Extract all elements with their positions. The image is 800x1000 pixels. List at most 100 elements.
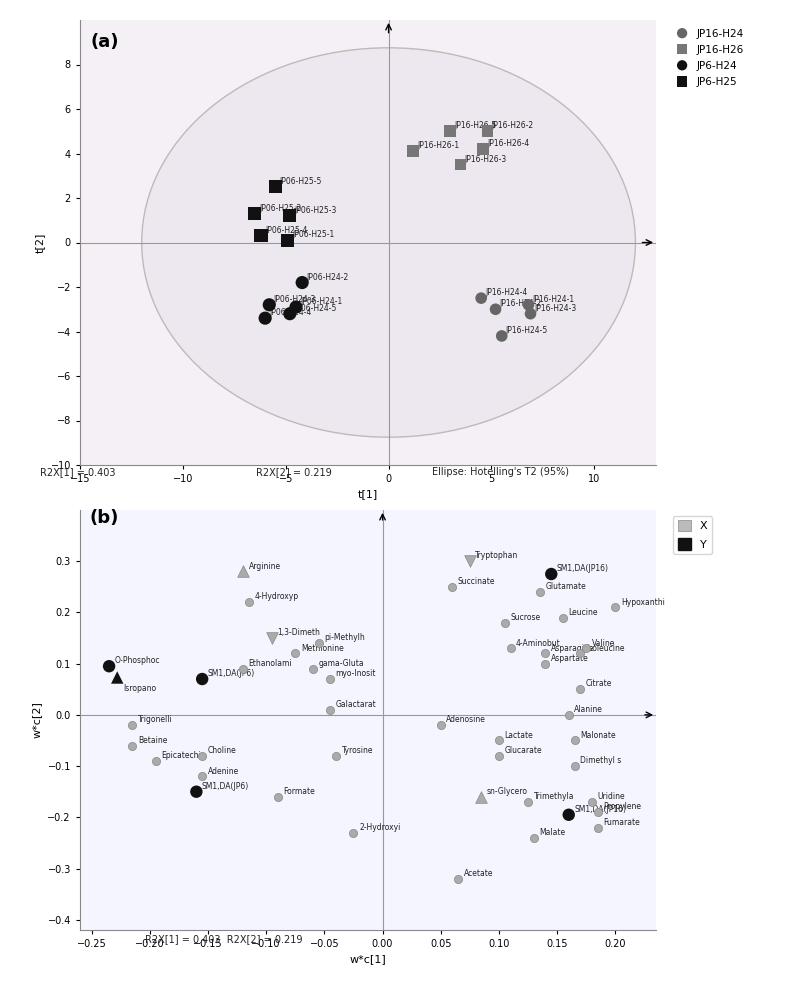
- Point: [452, 871, 465, 887]
- Text: Alanine: Alanine: [574, 705, 603, 714]
- Text: pi-Methylh: pi-Methylh: [324, 633, 365, 642]
- Point: [324, 671, 337, 687]
- Point: [534, 584, 546, 600]
- Point: [562, 807, 575, 823]
- Point: [269, 179, 282, 195]
- Point: [324, 702, 337, 718]
- Point: [196, 671, 209, 687]
- Point: [249, 206, 262, 222]
- Text: Adenine: Adenine: [208, 767, 239, 776]
- Point: [444, 123, 457, 139]
- Point: [407, 143, 420, 159]
- Point: [111, 669, 124, 685]
- Point: [474, 290, 487, 306]
- Text: Sucrose: Sucrose: [510, 613, 541, 622]
- Point: [574, 681, 586, 697]
- Point: [495, 328, 508, 344]
- Point: [289, 645, 302, 661]
- Text: JP16-H26-2: JP16-H26-2: [491, 121, 534, 130]
- Ellipse shape: [142, 48, 635, 437]
- Text: JP16-H26-5: JP16-H26-5: [454, 121, 497, 130]
- Text: Glucarate: Glucarate: [505, 746, 542, 755]
- Text: SM1,DA(JP16): SM1,DA(JP16): [557, 564, 609, 573]
- Point: [126, 738, 138, 754]
- Text: Citrate: Citrate: [586, 679, 612, 688]
- Point: [522, 297, 535, 313]
- Point: [562, 707, 575, 723]
- Text: JP06-H24-2: JP06-H24-2: [306, 273, 349, 282]
- Text: O-Phosphoc: O-Phosphoc: [114, 656, 160, 665]
- Point: [477, 141, 490, 157]
- Text: JP06-H25-2: JP06-H25-2: [259, 204, 302, 213]
- Point: [454, 157, 467, 173]
- Text: Ellipse: Hotelling's T2 (95%): Ellipse: Hotelling's T2 (95%): [432, 467, 569, 477]
- Text: Lactate: Lactate: [505, 731, 534, 740]
- Point: [493, 748, 506, 764]
- Text: Betaine: Betaine: [138, 736, 167, 745]
- Point: [539, 656, 552, 672]
- Text: JP16-H24-1: JP16-H24-1: [533, 295, 574, 304]
- Text: 1,3-Dimeth: 1,3-Dimeth: [278, 628, 321, 637]
- Text: Isoleucine: Isoleucine: [586, 644, 625, 653]
- Point: [539, 645, 552, 661]
- Legend: JP16-H24, JP16-H26, JP6-H24, JP6-H25: JP16-H24, JP16-H26, JP6-H24, JP6-H25: [673, 25, 747, 91]
- Text: Succinate: Succinate: [458, 577, 495, 586]
- Text: Glutamate: Glutamate: [545, 582, 586, 591]
- Text: Tyrosine: Tyrosine: [342, 746, 373, 755]
- Text: R2X[1] = 0.403  R2X[2] = 0.219: R2X[1] = 0.403 R2X[2] = 0.219: [146, 934, 302, 944]
- Text: SM1,DA(JP16): SM1,DA(JP16): [574, 805, 626, 814]
- Y-axis label: w*c[2]: w*c[2]: [32, 702, 42, 738]
- Text: JP16-H24-2: JP16-H24-2: [500, 299, 542, 308]
- Text: JP06-H25-4: JP06-H25-4: [265, 226, 307, 235]
- Point: [150, 753, 162, 769]
- Text: Fumarate: Fumarate: [603, 818, 640, 827]
- Text: JP06-H24-3: JP06-H24-3: [274, 295, 316, 304]
- Text: sn-Glycero: sn-Glycero: [487, 787, 528, 796]
- Text: Epicatechi: Epicatechi: [161, 751, 201, 760]
- Text: R2X[2] = 0.219: R2X[2] = 0.219: [256, 467, 332, 477]
- Text: Asparagine: Asparagine: [551, 644, 594, 653]
- Point: [568, 758, 581, 774]
- Point: [446, 579, 458, 595]
- Point: [290, 299, 302, 315]
- Point: [586, 794, 598, 810]
- Point: [434, 717, 447, 733]
- Text: Ethanolami: Ethanolami: [249, 659, 292, 668]
- Text: JP16-H26-3: JP16-H26-3: [465, 155, 507, 164]
- Text: Aspartate: Aspartate: [551, 654, 589, 663]
- Text: Formate: Formate: [283, 787, 315, 796]
- Text: 4-Hydroxyp: 4-Hydroxyp: [254, 592, 298, 601]
- Text: JP06-H24-4: JP06-H24-4: [270, 308, 312, 317]
- Text: JP06-H25-3: JP06-H25-3: [294, 206, 336, 215]
- Text: Leucine: Leucine: [569, 608, 598, 617]
- Point: [237, 563, 250, 579]
- Point: [524, 306, 537, 322]
- Text: Malate: Malate: [539, 828, 566, 837]
- Text: Malonate: Malonate: [580, 731, 616, 740]
- X-axis label: w*c[1]: w*c[1]: [350, 955, 386, 965]
- Text: Uridine: Uridine: [598, 792, 625, 801]
- Text: JP16-H24-3: JP16-H24-3: [534, 304, 577, 313]
- Point: [609, 599, 622, 615]
- Text: Trimethyla: Trimethyla: [534, 792, 574, 801]
- Text: Dimethyl s: Dimethyl s: [580, 756, 622, 765]
- Point: [545, 566, 558, 582]
- Point: [330, 748, 342, 764]
- Text: myo-Inosit: myo-Inosit: [336, 669, 376, 678]
- Text: JP16-H24-5: JP16-H24-5: [506, 326, 548, 335]
- Text: Tryptophan: Tryptophan: [475, 551, 518, 560]
- Text: JP06-H24-5: JP06-H24-5: [294, 304, 336, 313]
- Text: JP16-H26-4: JP16-H26-4: [487, 139, 530, 148]
- Point: [196, 748, 209, 764]
- Point: [283, 208, 296, 224]
- Point: [283, 306, 296, 322]
- Text: (a): (a): [90, 33, 118, 51]
- Text: Trigonelli: Trigonelli: [138, 715, 173, 724]
- Text: Propylene: Propylene: [603, 802, 642, 811]
- Text: SM1,DA(JP6): SM1,DA(JP6): [202, 782, 249, 791]
- Point: [557, 610, 570, 626]
- Point: [306, 661, 319, 677]
- Point: [102, 658, 115, 674]
- Point: [527, 830, 540, 846]
- Point: [580, 640, 593, 656]
